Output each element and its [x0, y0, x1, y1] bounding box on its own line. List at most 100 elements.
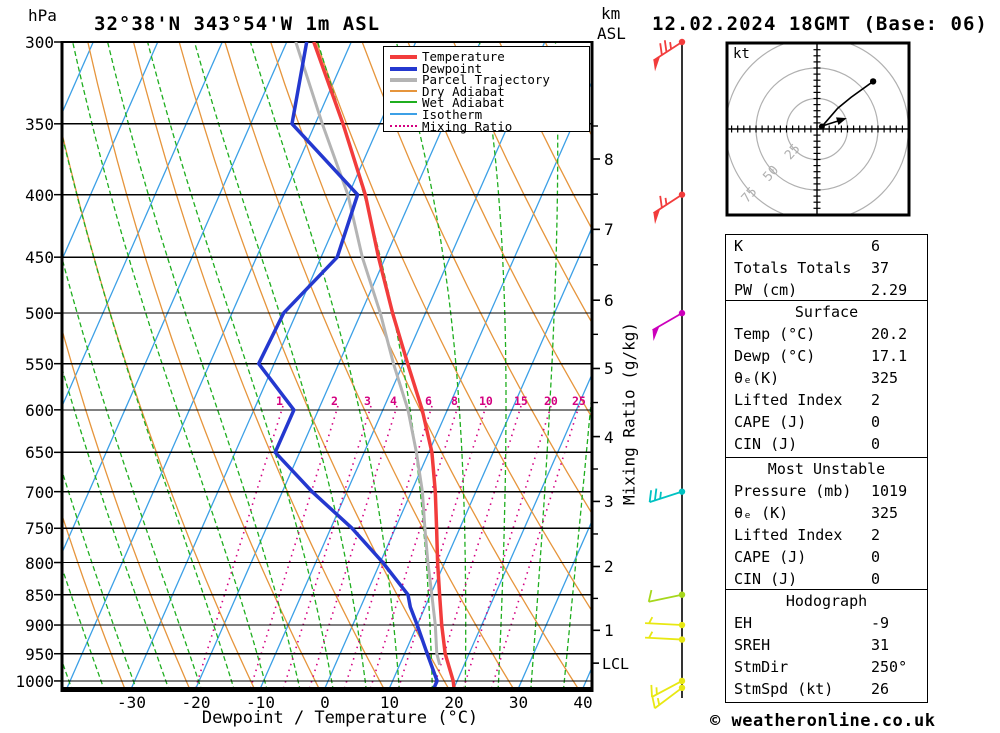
stats-row: θₑ (K) 325	[726, 502, 927, 524]
wind-barb	[652, 309, 686, 342]
stats-row: CIN (J) 0	[726, 433, 927, 455]
pressure-tick-label: 600	[25, 400, 54, 420]
temperature-curve	[312, 42, 456, 688]
stats-row-label: CIN (J)	[734, 435, 798, 453]
legend-item: Isotherm	[384, 107, 589, 122]
legend-line-sample-icon	[390, 113, 417, 115]
wet-adiabat-line	[62, 132, 235, 688]
stats-row-value: 2	[871, 391, 881, 409]
isotherm-line	[62, 42, 223, 408]
mixing-ratio-value-label: 8	[451, 394, 458, 408]
pressure-tick-label: 650	[25, 443, 54, 463]
stats-row-value: 31	[871, 636, 890, 654]
stats-box: K 6 Totals Totals 37 PW (cm) 2.29	[725, 234, 928, 302]
stats-row: PW (cm) 2.29	[726, 279, 927, 301]
legend-item-label: Isotherm	[422, 107, 483, 122]
temp-tick-label: 30	[508, 693, 529, 712]
pressure-tick-label: 450	[25, 248, 54, 268]
stats-box-title: Hodograph	[785, 592, 868, 610]
stats-row: Lifted Index 2	[726, 524, 927, 546]
dry-adiabat-line	[224, 42, 514, 688]
wet-adiabat-line	[62, 468, 137, 688]
mixing-ratio-value-label: 2	[331, 394, 338, 408]
legend: Temperature Dewpoint Parcel Trajectory Dry …	[383, 46, 590, 134]
wet-adiabat-line	[72, 42, 268, 688]
isotherm-line	[130, 42, 417, 688]
stats-row-label: SREH	[734, 636, 771, 654]
legend-item-label: Dewpoint	[422, 60, 483, 76]
wind-barb	[652, 38, 686, 72]
stats-row-value: 2	[871, 526, 881, 544]
temp-tick-label: -30	[117, 693, 146, 712]
wet-adiabat-line	[193, 42, 367, 688]
mixing-ratio-value-label: 3	[364, 394, 371, 408]
km-tick-label: 7	[604, 220, 614, 240]
km-tick-label: 3	[604, 492, 614, 512]
mixing-ratio-line	[308, 405, 398, 688]
isotherm-line	[259, 42, 546, 688]
legend-item-label: Wet Adiabat	[422, 95, 505, 111]
wind-barb	[650, 677, 686, 698]
km-tick-label: 8	[604, 150, 614, 169]
stats-row-label: Temp (°C)	[734, 325, 816, 343]
stats-row: Temp (°C) 20.2	[726, 323, 927, 345]
stats-row-value: 26	[871, 680, 890, 698]
wet-adiabat-line	[530, 42, 559, 688]
isotherm-line	[66, 42, 352, 688]
stats-row-label: CIN (J)	[734, 570, 798, 588]
pressure-tick-label: 500	[25, 304, 54, 324]
lcl-label: LCL	[602, 655, 630, 673]
temp-tick-label: 0	[320, 693, 330, 712]
pressure-tick-label: 900	[25, 616, 54, 636]
isotherm-line	[62, 42, 288, 555]
wind-barb	[648, 488, 686, 504]
legend-item: Dry Adiabat	[384, 84, 589, 99]
mixing-ratio-line	[249, 405, 339, 688]
hodograph-wind-trace	[821, 80, 874, 128]
dry-adiabat-line	[62, 513, 126, 688]
date-title: 12.02.2024 18GMT (Base: 06)	[652, 13, 988, 35]
pressure-tick-label: 400	[25, 185, 54, 205]
legend-item-label: Temperature	[422, 49, 505, 64]
wet-adiabat-line	[62, 255, 202, 688]
stats-row-label: Totals Totals	[734, 259, 852, 277]
stats-row-label: Lifted Index	[734, 526, 843, 544]
temp-tick-label: 40	[573, 693, 593, 712]
stats-row: CAPE (J) 0	[726, 411, 927, 433]
stats-row-value: 0	[871, 435, 881, 453]
stats-box-title: Most Unstable	[767, 460, 886, 478]
dry-adiabat-line	[453, 42, 592, 325]
copyright: © weatheronline.co.uk	[710, 711, 936, 731]
background-grid	[62, 42, 592, 688]
stats-row: CIN (J) 0	[726, 568, 927, 590]
dry-adiabat-line	[270, 42, 579, 688]
legend-item: Parcel Trajectory	[384, 72, 589, 87]
dry-adiabat-line	[87, 42, 320, 688]
dry-adiabat-line	[62, 327, 190, 688]
stats-row: Dewp (°C) 17.1	[726, 345, 927, 367]
pressure-tick-label: 550	[25, 354, 54, 374]
stats-row-label: K	[734, 237, 744, 255]
stats-row-label: θₑ (K)	[734, 504, 789, 522]
stats-row-value: 325	[871, 504, 899, 522]
temp-tick-label: -20	[181, 693, 211, 712]
wet-adiabat-line	[62, 366, 169, 688]
legend-line-sample-icon	[390, 101, 417, 104]
frame-bottom	[60, 687, 594, 692]
storm-motion-arrow	[818, 119, 842, 128]
temp-tick-label: 10	[379, 693, 400, 712]
stats-row-value: 250°	[871, 658, 908, 676]
stats-box-title: Surface	[794, 303, 859, 321]
wet-adiabat-line	[146, 42, 334, 688]
km-tick-label: 1	[604, 621, 614, 641]
stats-row-value: 1019	[871, 482, 908, 500]
temp-tick-label: -10	[246, 693, 275, 712]
isotherm-line	[388, 226, 592, 688]
wind-barb	[645, 631, 686, 643]
wet-adiabat-line	[395, 42, 467, 688]
km-tick-label: 4	[604, 427, 614, 447]
legend-item: Mixing Ratio	[384, 119, 589, 134]
legend-line-sample-icon	[390, 89, 417, 92]
stats-row-value: 325	[871, 369, 899, 387]
